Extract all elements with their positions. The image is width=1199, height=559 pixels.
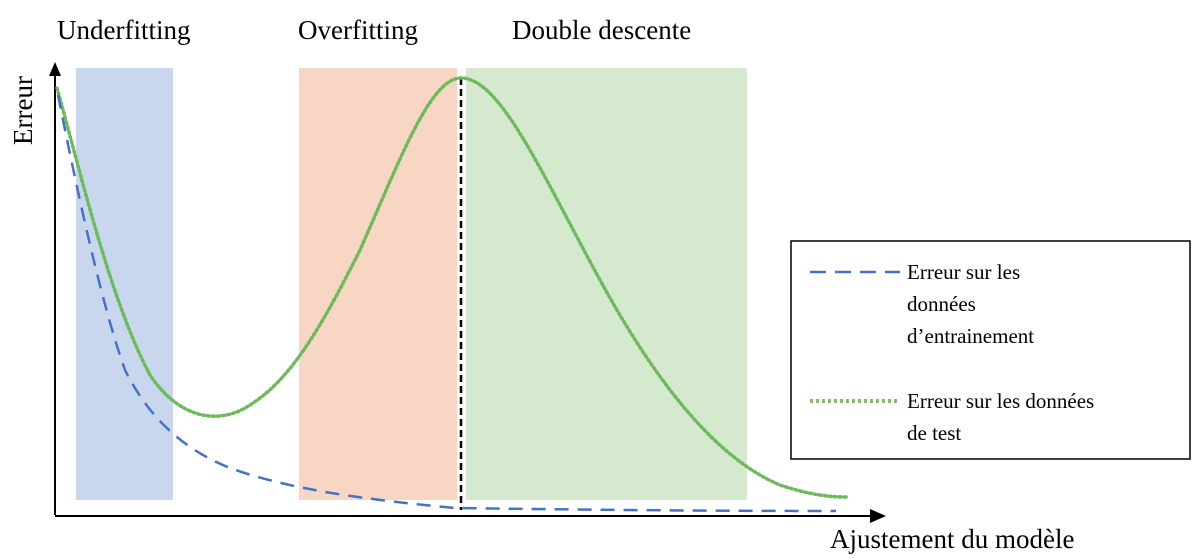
train-error-curve — [56, 94, 837, 513]
double-descent-region — [466, 68, 747, 500]
overfitting-region — [299, 68, 457, 500]
legend-label-train-line-3: d’entrainement — [907, 324, 1034, 348]
legend-box — [790, 240, 1191, 460]
legend-label-train-line-2: données — [907, 292, 976, 316]
y-axis-title: Erreur — [8, 76, 38, 145]
legend: Erreur sur les données d’entrainement Er… — [790, 240, 1191, 460]
y-axis-arrow — [49, 62, 61, 76]
region-title-underfitting: Underfitting — [57, 15, 190, 45]
x-axis-arrow — [870, 509, 886, 523]
legend-label-test-line-1: Erreur sur les données — [907, 389, 1094, 413]
legend-label-test-line-2: de test — [907, 421, 961, 445]
legend-label-train-line-1: Erreur sur les — [907, 260, 1020, 284]
region-title-double-descent: Double descente — [512, 15, 691, 45]
test-error-curve — [55, 76, 848, 499]
region-title-overfitting: Overfitting — [298, 15, 418, 45]
underfitting-region — [76, 68, 173, 500]
x-axis-title: Ajustement du modèle — [830, 524, 1074, 554]
